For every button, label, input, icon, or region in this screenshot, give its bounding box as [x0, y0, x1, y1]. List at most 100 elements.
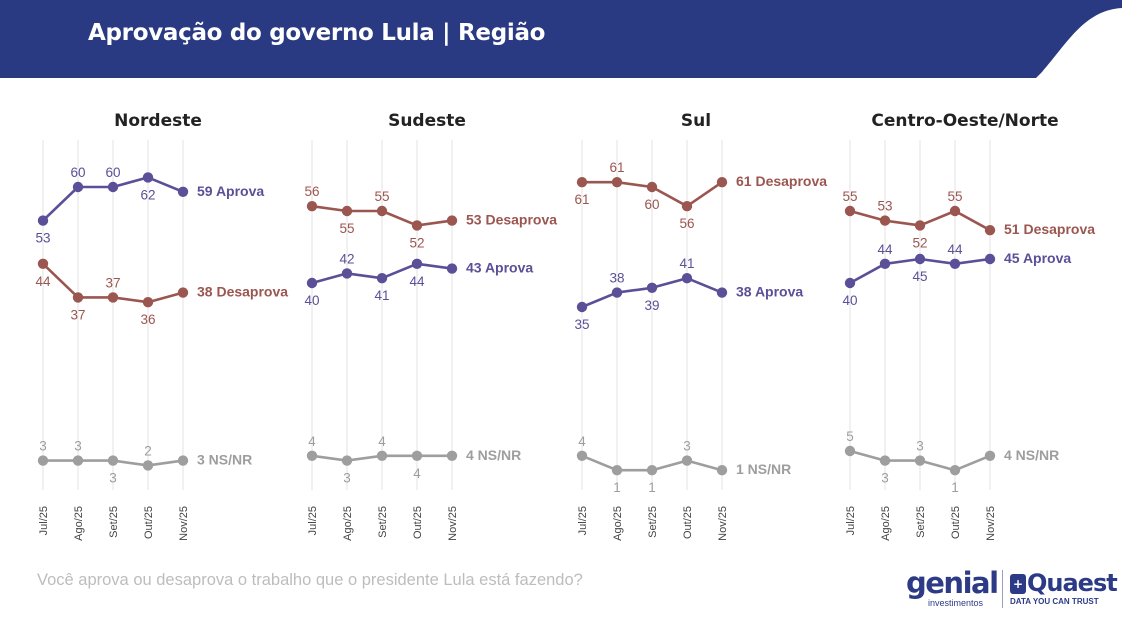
- sudeste-desaprova-point: [306, 201, 318, 212]
- nordeste-aprova-value-label: 62: [140, 187, 155, 202]
- sul-ns-nr-value-label: 1: [648, 480, 656, 495]
- sudeste-desaprova-end-label: 53 Desaprova: [466, 212, 557, 228]
- centro-oeste-norte-desaprova-point: [984, 225, 996, 236]
- sudeste-desaprova-point: [341, 205, 353, 217]
- header-shape: [0, 0, 1122, 78]
- centro-oeste-norte-desaprova-value-label: 55: [947, 189, 962, 204]
- nordeste-aprova-point: [142, 172, 154, 183]
- centro-oeste-norte-aprova-value-label: 40: [842, 293, 857, 308]
- sudeste-ns-nr-point: [306, 450, 318, 461]
- nordeste-ns-nr-value-label: 3: [109, 471, 117, 486]
- sudeste-aprova-point: [306, 277, 318, 289]
- sudeste-ns-nr-point: [446, 450, 458, 461]
- nordeste-aprova-point: [72, 181, 84, 193]
- sul-x-tick-label: Ago/25: [612, 506, 624, 541]
- sul-aprova-point: [681, 273, 693, 284]
- sudeste-aprova-point: [376, 273, 388, 284]
- nordeste-desaprova-point: [72, 292, 84, 303]
- nordeste-desaprova-point: [177, 287, 189, 298]
- centro-oeste-norte-ns-nr-point: [984, 450, 996, 461]
- nordeste-aprova-end-label: 59 Aprova: [197, 183, 264, 199]
- sul-ns-nr-end-label: 1 NS/NR: [736, 461, 791, 477]
- centro-oeste-norte-ns-nr-end-label: 4 NS/NR: [1004, 447, 1059, 463]
- centro-oeste-norte-ns-nr-value-label: 3: [881, 471, 889, 486]
- nordeste-ns-nr-value-label: 3: [74, 439, 82, 454]
- centro-oeste-norte-desaprova-point: [914, 220, 926, 231]
- page-title: Aprovação do governo Lula | Região: [88, 20, 546, 46]
- sudeste-aprova-point: [411, 258, 423, 269]
- nordeste-desaprova-point: [142, 297, 154, 308]
- sul-ns-nr-point: [681, 455, 693, 466]
- sul-desaprova-point: [646, 181, 658, 193]
- quaest-logo: Quaest: [1027, 569, 1118, 597]
- sudeste-desaprova-point: [376, 205, 388, 217]
- centro-oeste-norte-x-tick-label: Jul/25: [845, 506, 857, 535]
- centro-oeste-norte-desaprova-value-label: 52: [912, 235, 927, 250]
- centro-oeste-norte-aprova-point: [949, 258, 961, 269]
- nordeste-desaprova-value-label: 44: [35, 274, 51, 289]
- sul-desaprova-point: [716, 177, 728, 188]
- sul-x-tick-label: Set/25: [647, 506, 659, 538]
- sul-ns-nr-point: [576, 450, 588, 461]
- sudeste-aprova-point: [341, 268, 353, 279]
- sudeste-aprova-point: [446, 263, 458, 274]
- sul-x-tick-label: Nov/25: [717, 506, 729, 541]
- sudeste-desaprova-value-label: 55: [339, 221, 354, 236]
- sul-desaprova-point: [681, 201, 693, 212]
- centro-oeste-norte-desaprova-value-label: 55: [842, 189, 857, 204]
- centro-oeste-norte-x-tick-label: Nov/25: [985, 506, 997, 541]
- centro-oeste-norte-aprova-value-label: 44: [947, 242, 963, 257]
- centro-oeste-norte-desaprova-end-label: 51 Desaprova: [1004, 221, 1095, 237]
- centro-oeste-norte-ns-nr-point: [844, 445, 856, 457]
- centro-oeste-norte-x-tick-label: Ago/25: [880, 506, 892, 541]
- sudeste-ns-nr-value-label: 4: [308, 434, 316, 449]
- sul-aprova-value-label: 39: [644, 298, 659, 313]
- nordeste-ns-nr-point: [177, 455, 189, 466]
- sudeste-aprova-value-label: 42: [339, 251, 354, 266]
- centro-oeste-norte-aprova-end-label: 45 Aprova: [1004, 250, 1071, 266]
- centro-oeste-norte-aprova-point: [879, 258, 891, 269]
- quaest-icon: +: [1010, 574, 1026, 594]
- sul-desaprova-value-label: 60: [644, 197, 659, 212]
- sul-ns-nr-point: [611, 465, 623, 476]
- sul-aprova-value-label: 38: [609, 271, 624, 286]
- sudeste-desaprova-point: [411, 220, 423, 231]
- sul-x-tick-label: Jul/25: [577, 506, 589, 535]
- centro-oeste-norte-desaprova-point: [949, 205, 961, 217]
- sudeste-desaprova-value-label: 52: [409, 235, 424, 250]
- centro-oeste-norte-x-tick-label: Out/25: [950, 506, 962, 539]
- sul-aprova-value-label: 41: [679, 256, 694, 271]
- sudeste-x-tick-label: Out/25: [412, 506, 424, 539]
- centro-oeste-norte-aprova-point: [984, 253, 996, 265]
- sudeste-ns-nr-point: [341, 455, 353, 466]
- centro-oeste-norte-x-tick-label: Set/25: [915, 506, 927, 538]
- quaest-logo-subtitle: DATA YOU CAN TRUST: [1010, 597, 1099, 606]
- centro-oeste-norte-ns-nr-value-label: 1: [951, 480, 959, 495]
- nordeste-ns-nr-point: [37, 455, 49, 466]
- sudeste-title: Sudeste: [388, 111, 466, 131]
- sul-aprova-value-label: 35: [574, 317, 589, 332]
- centro-oeste-norte-aprova-point: [914, 253, 926, 265]
- nordeste-ns-nr-point: [72, 455, 84, 466]
- nordeste-desaprova-value-label: 36: [140, 312, 155, 327]
- centro-oeste-norte-ns-nr-point: [914, 455, 926, 466]
- sudeste-x-tick-label: Ago/25: [342, 506, 354, 541]
- nordeste-x-tick-label: Set/25: [108, 506, 120, 538]
- sudeste-ns-nr-value-label: 4: [378, 434, 386, 449]
- centro-oeste-norte-desaprova-value-label: 53: [877, 199, 892, 214]
- sul-aprova-end-label: 38 Aprova: [736, 284, 803, 300]
- nordeste-x-tick-label: Out/25: [143, 506, 155, 539]
- sudeste-aprova-value-label: 41: [374, 288, 389, 303]
- nordeste-x-tick-label: Jul/25: [38, 506, 50, 535]
- sul-aprova-point: [646, 282, 658, 293]
- nordeste-desaprova-value-label: 37: [70, 307, 85, 322]
- nordeste-aprova-value-label: 60: [105, 165, 120, 180]
- sudeste-x-tick-label: Set/25: [377, 506, 389, 538]
- nordeste-desaprova-end-label: 38 Desaprova: [197, 284, 288, 300]
- sudeste-x-tick-label: Jul/25: [307, 506, 319, 535]
- sudeste-desaprova-value-label: 55: [374, 189, 389, 204]
- sudeste-ns-nr-point: [376, 450, 388, 461]
- nordeste-ns-nr-value-label: 3: [39, 439, 47, 454]
- nordeste-desaprova-point: [107, 292, 119, 303]
